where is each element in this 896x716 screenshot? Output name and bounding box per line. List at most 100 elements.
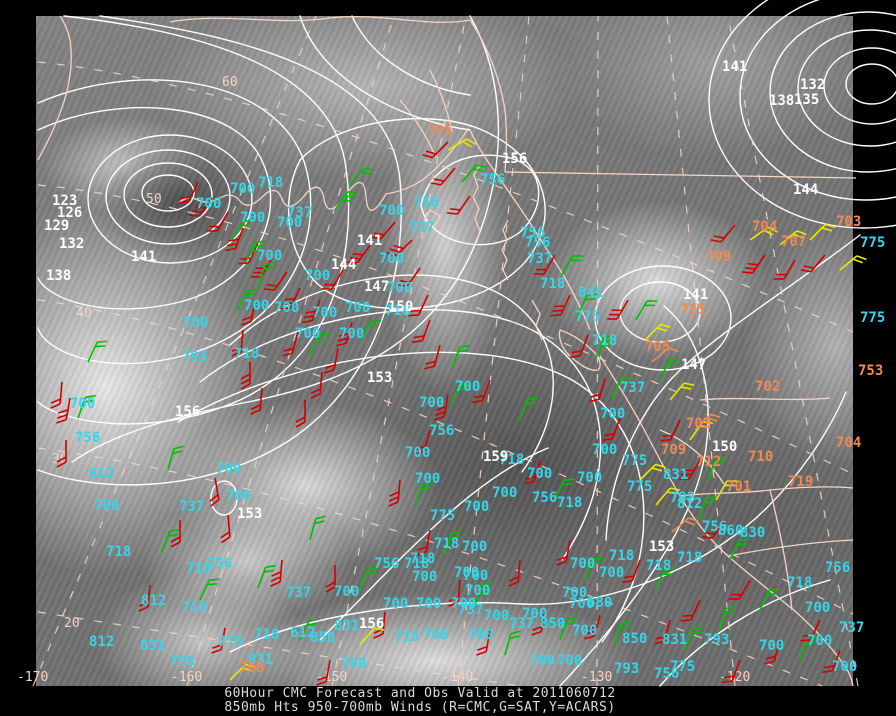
wind-barb-stroke — [621, 376, 632, 379]
wind-barb-stroke — [373, 232, 385, 236]
wind-barb-stroke — [242, 220, 254, 222]
wind-barb — [211, 627, 226, 654]
wind-barb — [299, 618, 320, 641]
wind-barb-stroke — [325, 581, 336, 588]
height-label: 737 — [509, 616, 534, 632]
contour-line — [37, 106, 272, 310]
wind-barb-stroke — [457, 579, 461, 602]
wind-barb-stroke — [220, 536, 231, 544]
wind-barb-stroke — [556, 560, 567, 566]
contour-label: 150 — [388, 299, 413, 315]
height-label: 775 — [670, 659, 695, 675]
wind-barb-stroke — [619, 381, 630, 384]
contour-line — [299, 15, 471, 131]
wind-barb-stroke — [434, 415, 445, 421]
wind-barb — [729, 538, 750, 561]
wind-barb-stroke — [584, 635, 595, 640]
height-label: 700 — [570, 556, 595, 572]
height-label: 831 — [663, 467, 688, 483]
coastline — [504, 171, 857, 179]
wind-barb-stroke — [77, 397, 87, 419]
wind-barb — [309, 333, 330, 356]
acars-label: 704 — [752, 219, 777, 235]
wind-barb-stroke — [587, 293, 598, 296]
height-label: 775 — [627, 479, 652, 495]
contour-line — [37, 15, 350, 425]
wind-barb-stroke — [397, 284, 408, 287]
wind-barb-stroke — [360, 171, 372, 175]
wind-barb-stroke — [510, 630, 521, 635]
wind-barb-stroke — [669, 419, 681, 441]
height-label: 737 — [287, 205, 312, 221]
wind-barb-stroke — [570, 354, 581, 359]
wind-barb-stroke — [299, 619, 311, 641]
height-label: 700 — [387, 280, 412, 296]
wind-barb-stroke — [589, 398, 600, 403]
wind-barb-stroke — [839, 255, 858, 271]
wind-barb-stroke — [654, 640, 665, 645]
wind-barb-stroke — [189, 214, 200, 217]
height-label: 793 — [614, 661, 639, 677]
wind-barb — [359, 627, 385, 646]
wind-barb-stroke — [831, 649, 841, 671]
contour-label: 135 — [794, 92, 819, 108]
contour-line — [141, 174, 195, 212]
coastline — [399, 99, 437, 159]
wind-barb-stroke — [619, 625, 630, 630]
wind-barb-stroke — [825, 223, 836, 229]
contour-line — [177, 351, 645, 643]
wind-barb-stroke — [172, 450, 183, 455]
wind-barb — [749, 226, 778, 241]
wind-barb-stroke — [283, 347, 294, 352]
wind-barb-stroke — [345, 321, 353, 344]
wind-barb-stroke — [715, 456, 726, 461]
height-label: 756 — [75, 430, 100, 446]
wind-barb-stroke — [425, 150, 437, 155]
wind-barb — [56, 440, 67, 468]
wind-barb-stroke — [240, 373, 251, 380]
height-label: 700 — [468, 627, 493, 643]
wind-barb — [138, 584, 151, 612]
wind-barb-stroke — [702, 421, 713, 424]
wind-barb — [240, 362, 251, 390]
height-label: 700 — [557, 653, 582, 669]
wind-barb-stroke — [59, 381, 63, 404]
wind-barb — [170, 520, 181, 548]
wind-barb — [550, 294, 571, 317]
height-label: 700 — [334, 584, 359, 600]
wind-barb-stroke — [692, 626, 703, 631]
map-caption: 60Hour CMC Forecast and Obs Valid at 201… — [0, 687, 840, 715]
wind-barb-stroke — [435, 406, 447, 411]
contour-label: 153 — [367, 370, 392, 386]
wind-barb-stroke — [821, 227, 833, 232]
acars-label: 707 — [781, 234, 806, 250]
contour-line — [605, 234, 861, 541]
wind-barb-stroke — [769, 588, 780, 591]
wind-barb-stroke — [739, 538, 750, 541]
height-label: 700 — [463, 568, 488, 584]
wind-barb — [448, 579, 461, 607]
wind-barb-stroke — [773, 639, 781, 662]
wind-barb-stroke — [606, 318, 618, 320]
wind-barb-stroke — [425, 360, 436, 365]
wind-barb-stroke — [257, 567, 267, 589]
height-label: 737 — [527, 251, 552, 267]
wind-barb-stroke — [220, 531, 230, 539]
contour-line — [37, 79, 312, 365]
wind-barb-stroke — [241, 667, 253, 672]
wind-barb-stroke — [623, 575, 635, 579]
wind-barb-stroke — [710, 239, 722, 243]
wind-barb-stroke — [449, 384, 461, 406]
height-label: 700 — [451, 596, 476, 612]
wind-barb-stroke — [412, 339, 423, 344]
wind-barb-stroke — [713, 461, 725, 465]
wind-barb-stroke — [356, 244, 371, 264]
wind-barb-stroke — [585, 630, 596, 635]
wind-barb-stroke — [314, 520, 325, 525]
wind-barb-stroke — [749, 226, 769, 241]
contour-label: 153 — [649, 539, 674, 555]
coastline — [659, 429, 725, 485]
height-label: 718 — [404, 556, 429, 572]
height-label: 756 — [525, 235, 550, 251]
